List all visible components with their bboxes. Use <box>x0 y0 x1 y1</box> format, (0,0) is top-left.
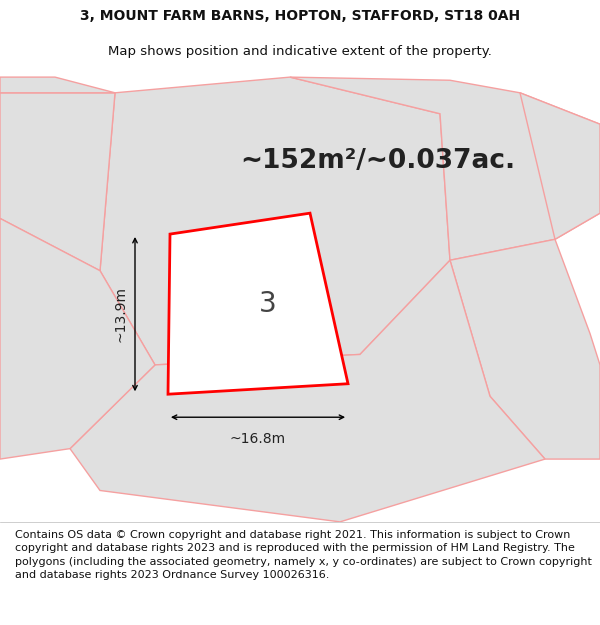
Text: ~13.9m: ~13.9m <box>113 286 127 342</box>
Text: 3, MOUNT FARM BARNS, HOPTON, STAFFORD, ST18 0AH: 3, MOUNT FARM BARNS, HOPTON, STAFFORD, S… <box>80 9 520 22</box>
Polygon shape <box>450 92 600 459</box>
Polygon shape <box>290 77 600 260</box>
Polygon shape <box>0 218 155 459</box>
Text: ~16.8m: ~16.8m <box>230 432 286 446</box>
Text: Map shows position and indicative extent of the property.: Map shows position and indicative extent… <box>108 45 492 58</box>
Polygon shape <box>0 92 115 271</box>
Text: 3: 3 <box>259 290 277 318</box>
Text: ~152m²/~0.037ac.: ~152m²/~0.037ac. <box>240 148 515 174</box>
Polygon shape <box>70 260 545 522</box>
Polygon shape <box>100 77 450 365</box>
Polygon shape <box>168 213 348 394</box>
Text: Contains OS data © Crown copyright and database right 2021. This information is : Contains OS data © Crown copyright and d… <box>15 530 592 580</box>
Polygon shape <box>0 77 115 92</box>
